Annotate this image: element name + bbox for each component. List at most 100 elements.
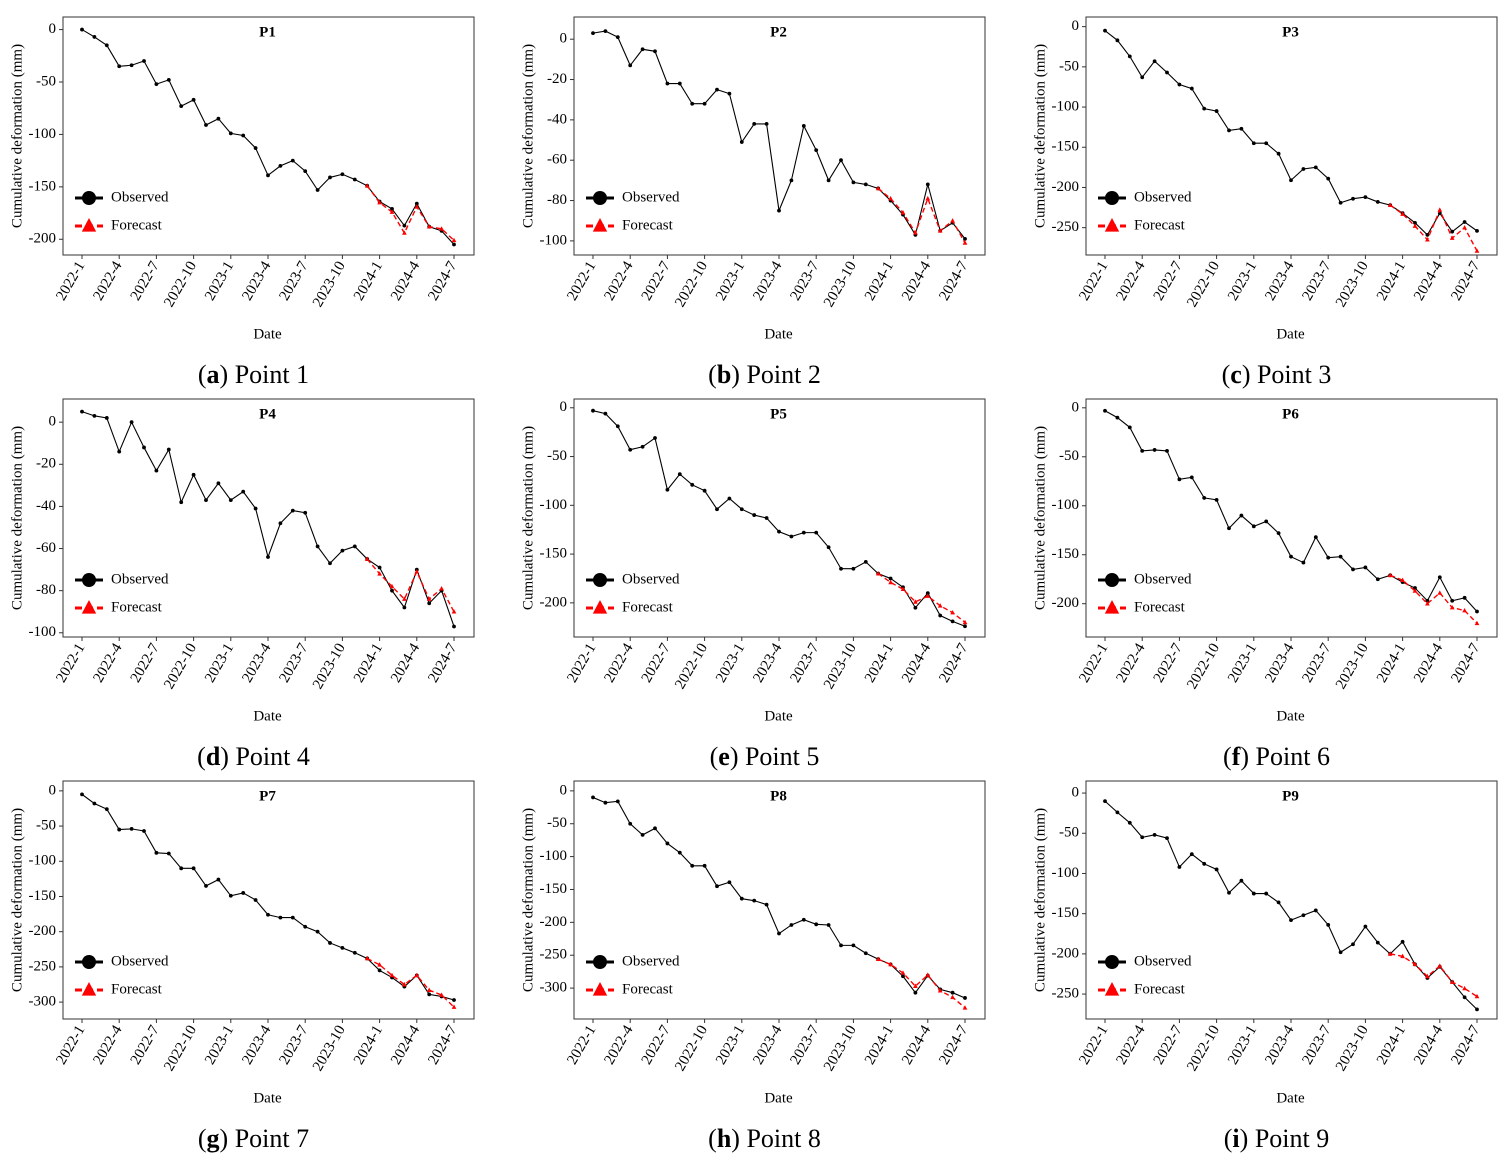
legend-marker <box>82 191 96 205</box>
observed-marker <box>290 158 295 163</box>
observed-marker <box>715 87 719 92</box>
observed-marker <box>1227 890 1231 895</box>
observed-marker <box>789 923 794 927</box>
observed-marker <box>1375 200 1380 204</box>
caption: (h) Point 8 <box>708 1124 821 1153</box>
x-tick-label: 2022-4 <box>91 1022 126 1067</box>
legend-marker <box>1105 191 1119 205</box>
x-tick-label: 2023-7 <box>277 640 312 685</box>
observed-marker <box>228 498 233 502</box>
x-axis-label: Date <box>253 326 282 342</box>
forecast-marker <box>925 972 931 977</box>
y-tick-label: -200 <box>540 914 568 930</box>
caption-part: ( <box>197 742 206 771</box>
legend-label: Forecast <box>1134 981 1186 997</box>
observed-marker <box>1301 167 1306 171</box>
observed-marker <box>142 445 146 450</box>
chart-title: P6 <box>1282 406 1299 422</box>
forecast-marker <box>439 585 444 591</box>
y-axis-label: Cumulative deformation (mm) <box>520 426 536 610</box>
observed-marker <box>1313 165 1318 170</box>
legend-marker <box>593 191 607 205</box>
forecast-marker <box>1474 248 1480 253</box>
observed-marker <box>826 178 831 183</box>
observed-marker <box>1127 425 1132 430</box>
observed-marker <box>1214 867 1219 872</box>
observed-marker <box>739 507 744 512</box>
x-tick-label: 2022-10 <box>161 259 200 310</box>
observed-marker <box>615 35 620 40</box>
legend-label: Observed <box>1134 189 1192 205</box>
y-axis-label: Cumulative deformation (mm) <box>1032 808 1048 992</box>
y-tick-label: -250 <box>1052 986 1080 1002</box>
observed-marker <box>1140 449 1145 453</box>
observed-marker <box>1103 799 1107 804</box>
observed-marker <box>303 510 308 515</box>
observed-marker <box>591 408 595 413</box>
observed-marker <box>1326 176 1331 181</box>
forecast-marker <box>913 599 918 604</box>
observed-marker <box>690 482 695 487</box>
caption-part: a <box>207 360 220 389</box>
observed-marker <box>303 924 308 929</box>
observed-marker <box>241 891 246 895</box>
observed-marker <box>154 468 159 473</box>
y-tick-label: -60 <box>547 152 567 168</box>
observed-marker <box>390 206 394 211</box>
legend-marker <box>82 955 96 969</box>
legend-label: Forecast <box>111 599 163 615</box>
x-tick-label: 2022-1 <box>1076 1023 1111 1068</box>
x-tick-label: 2022-7 <box>1151 258 1186 303</box>
observed-marker <box>315 929 320 934</box>
x-tick-label: 2022-7 <box>128 640 163 685</box>
observed-marker <box>377 565 382 570</box>
x-tick-label: 2022-4 <box>1114 1022 1149 1067</box>
observed-marker <box>1475 609 1479 614</box>
series-line <box>592 30 966 240</box>
x-tick-label: 2023-4 <box>750 258 785 303</box>
observed-marker <box>1251 524 1256 529</box>
forecast-marker <box>950 218 955 223</box>
observed-marker <box>1351 196 1355 201</box>
forecast-marker <box>402 981 407 987</box>
x-tick-label: 2023-7 <box>1300 1022 1335 1067</box>
observed-marker <box>1462 220 1467 224</box>
observed-marker <box>653 436 657 440</box>
x-tick-label: 2023-10 <box>310 1023 349 1074</box>
x-tick-label: 2024-4 <box>388 640 423 685</box>
observed-marker <box>727 496 732 501</box>
y-tick-label: -80 <box>547 192 567 208</box>
observed-marker <box>1189 86 1194 91</box>
observed-marker <box>104 43 109 48</box>
x-tick-label: 2023-10 <box>310 259 349 310</box>
observed-marker <box>1165 70 1169 75</box>
observed-marker <box>777 931 781 936</box>
observed-marker <box>1202 106 1207 111</box>
x-tick-label: 2024-4 <box>1411 640 1446 685</box>
observed-marker <box>166 851 171 856</box>
x-tick-label: 2023-1 <box>713 641 748 686</box>
observed-marker <box>303 169 308 174</box>
x-tick-label: 2024-1 <box>1374 1023 1409 1068</box>
observed-marker <box>1264 891 1269 896</box>
observed-marker <box>764 902 769 907</box>
observed-marker <box>1437 575 1442 580</box>
observed-marker <box>228 131 233 136</box>
x-axis-label: Date <box>1276 326 1305 342</box>
observed-marker <box>266 912 270 917</box>
observed-marker <box>228 893 233 898</box>
observed-marker <box>950 990 955 995</box>
observed-marker <box>117 449 122 454</box>
caption: (a) Point 1 <box>198 360 309 389</box>
series-line <box>877 573 966 623</box>
legend-label: Observed <box>622 571 680 587</box>
x-tick-label: 2023-4 <box>1262 1022 1297 1067</box>
series-line <box>1104 800 1478 1010</box>
y-tick-label: -250 <box>540 947 568 963</box>
forecast-marker <box>414 204 420 209</box>
y-tick-label: -250 <box>1052 219 1080 235</box>
forecast-marker <box>962 619 968 625</box>
x-tick-label: 2023-1 <box>713 259 748 304</box>
observed-marker <box>628 821 633 826</box>
